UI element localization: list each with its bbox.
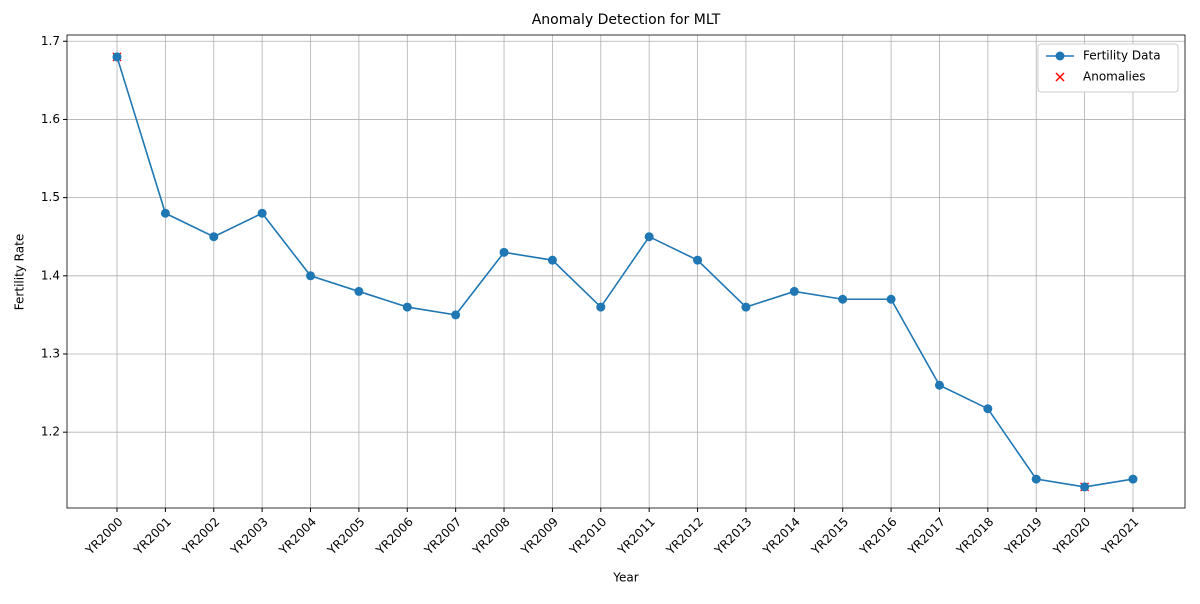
point <box>354 286 364 296</box>
legend-marker <box>1055 51 1065 61</box>
x-tick-label: YR2010 <box>566 515 609 558</box>
point <box>257 208 267 218</box>
x-tick-label: YR2018 <box>953 515 996 558</box>
point <box>596 302 606 312</box>
point <box>741 302 751 312</box>
point <box>306 271 316 281</box>
x-tick-label: YR2007 <box>421 515 464 558</box>
point <box>693 255 703 265</box>
point <box>209 232 219 242</box>
point <box>644 232 654 242</box>
x-tick-label: YR2013 <box>711 515 754 558</box>
x-tick-label: YR2003 <box>227 515 270 558</box>
x-tick-label: YR2006 <box>373 515 416 558</box>
point <box>1031 474 1041 484</box>
line <box>116 56 1134 488</box>
x-tick-label: YR2021 <box>1098 515 1141 558</box>
point <box>789 286 799 296</box>
point <box>1128 474 1138 484</box>
y-tick-label: 1.3 <box>41 346 60 360</box>
point <box>934 380 944 390</box>
x-tick-label: YR2019 <box>1002 515 1045 558</box>
y-tick-label: 1.6 <box>41 112 60 126</box>
point <box>499 247 509 257</box>
point <box>1080 482 1090 492</box>
chart-title: Anomaly Detection for MLT <box>532 12 721 28</box>
point <box>402 302 412 312</box>
x-tick-label: YR2016 <box>856 515 899 558</box>
x-tick-label: YR2017 <box>905 515 948 558</box>
point <box>886 294 896 304</box>
x-tick-label: YR2014 <box>760 515 803 558</box>
x-tick-label: YR2008 <box>469 515 512 558</box>
y-axis-label: Fertility Rate <box>13 234 27 310</box>
x-tick-label: YR2001 <box>131 515 174 558</box>
x-tick-label: YR2015 <box>808 515 851 558</box>
plot-frame <box>66 34 1186 509</box>
x-tick-label: YR2000 <box>82 515 125 558</box>
point <box>112 52 122 62</box>
point <box>983 404 993 414</box>
legend-label: Anomalies <box>1083 70 1146 84</box>
legend-label: Fertility Data <box>1083 49 1161 63</box>
x-tick-label: YR2002 <box>179 515 222 558</box>
x-tick-label: YR2020 <box>1050 515 1093 558</box>
point <box>451 310 461 320</box>
legend-marker <box>1055 72 1065 82</box>
x-tick-label: YR2005 <box>324 515 367 558</box>
point <box>160 208 170 218</box>
x-tick-label: YR2012 <box>663 515 706 558</box>
y-tick-label: 1.7 <box>41 34 60 48</box>
x-tick-label: YR2009 <box>518 515 561 558</box>
point <box>838 294 848 304</box>
y-tick-label: 1.2 <box>41 425 60 439</box>
point <box>547 255 557 265</box>
y-tick-label: 1.4 <box>41 268 60 282</box>
x-tick-label: YR2004 <box>276 515 319 558</box>
y-tick-label: 1.5 <box>41 190 60 204</box>
x-axis-label: Year <box>612 571 638 585</box>
x-tick-label: YR2011 <box>614 515 657 558</box>
